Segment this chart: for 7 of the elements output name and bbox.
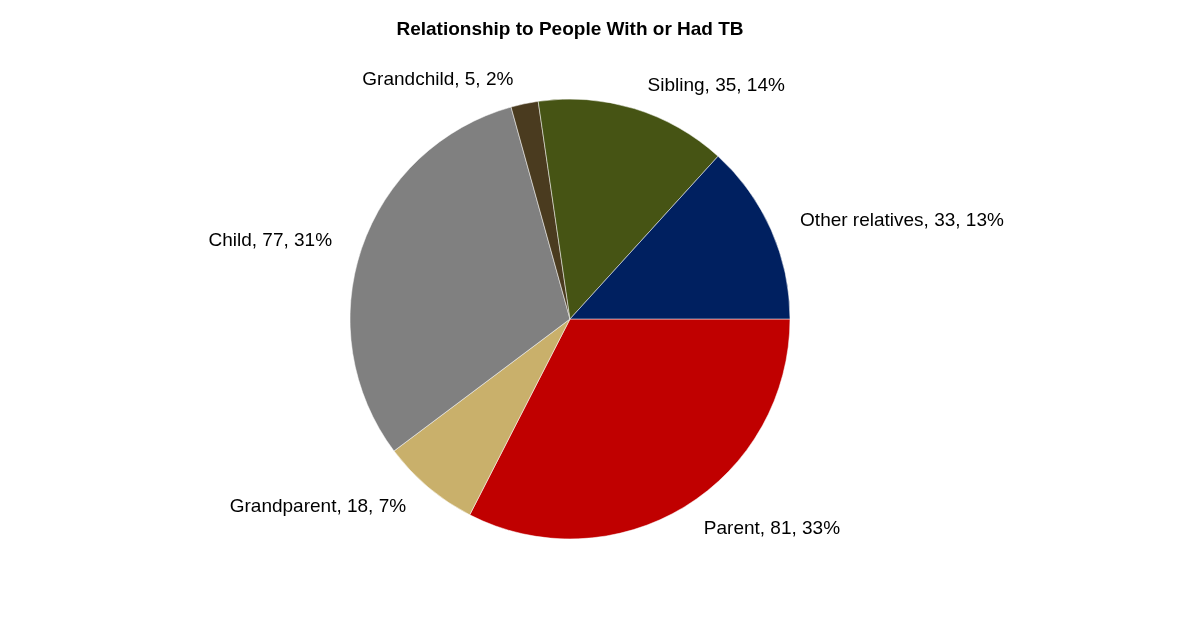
slice-label: Grandchild, 5, 2% xyxy=(362,68,514,90)
slice-label: Parent, 81, 33% xyxy=(703,517,841,539)
slice-label: Other relatives, 33, 13% xyxy=(800,208,1004,230)
chart-title: Relationship to People With or Had TB xyxy=(396,18,744,39)
slice-label: Grandparent, 18, 7% xyxy=(229,495,407,517)
slice-label: Sibling, 35, 14% xyxy=(647,73,785,95)
slice-label: Child, 77, 31% xyxy=(208,229,333,251)
